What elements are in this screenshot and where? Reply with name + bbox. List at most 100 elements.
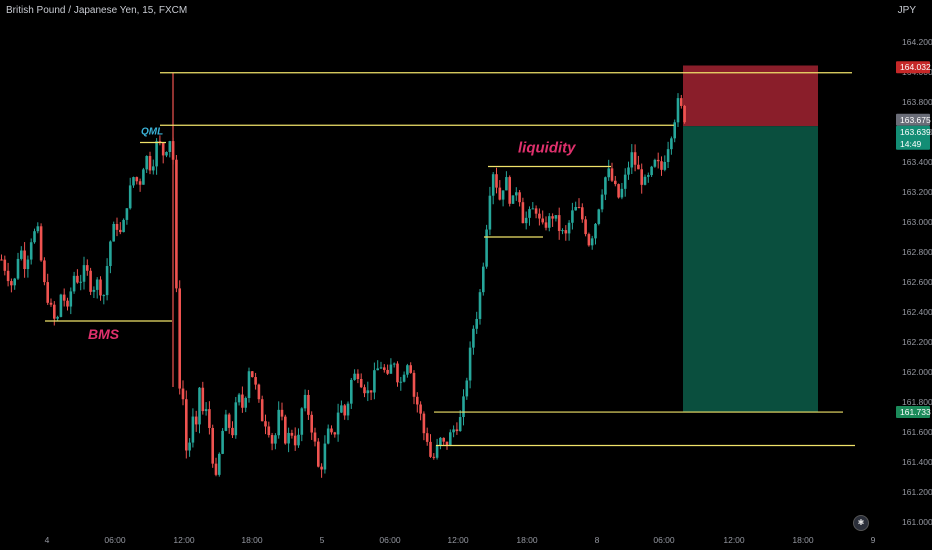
candle-body [468,347,472,381]
candle-body [422,413,426,434]
price-axis-label: 163.200 [902,187,932,197]
candle-body [66,300,69,307]
candle-body [297,434,300,446]
candle-body [501,190,505,200]
candle-body [534,208,538,214]
candle-body [221,430,224,454]
candle-body [366,390,370,394]
candle-body [353,373,356,380]
candle-body [462,396,465,418]
candle-body [340,405,343,413]
candle-body [92,289,96,292]
candle-body [445,441,449,446]
liquidity-label: liquidity [518,140,576,157]
currency-label: JPY [897,5,916,16]
candle-body [178,288,181,389]
take-profit-zone[interactable] [683,126,818,413]
candle-body [105,266,109,296]
candle-body [62,294,66,301]
candle-body [508,177,511,204]
candle-body [277,409,280,436]
candle-body [653,159,657,167]
candle-body [26,259,30,270]
candle-body [472,328,475,348]
candle-body [425,433,429,442]
candle-body [521,202,525,224]
time-axis-label: 5 [320,535,325,545]
candle-body [548,216,551,228]
candle-body [99,279,102,296]
candle-body [204,409,208,412]
target-price-text: 161.733 [900,407,931,417]
candle-body [399,381,403,383]
candle-body [227,414,231,428]
candle-body [587,234,591,246]
price-axis-label: 162.600 [902,277,932,287]
candle-body [102,295,106,297]
candle-body [244,397,247,408]
candle-body [458,417,462,432]
candle-body [647,175,650,177]
candle-body [670,138,673,150]
stop-loss-zone[interactable] [683,65,818,127]
price-axis-label: 161.000 [902,517,932,527]
candle-body [336,412,340,435]
candle-body [274,435,277,444]
candle-body [109,241,112,267]
candle-body [307,394,310,415]
candle-body [290,432,294,436]
candle-body [191,416,195,443]
candle-body [406,365,409,375]
candle-body [0,259,3,261]
candle-body [531,208,535,210]
candle-body [488,195,492,230]
bms-label: BMS [88,326,120,342]
candle-body [293,435,297,446]
candle-body [251,371,254,378]
chart-header: British Pound / Japanese Yen, 15, FXCM J… [0,0,932,22]
candle-body [386,369,389,374]
candle-body [604,177,607,195]
candle-body [574,207,577,211]
price-axis-label: 162.200 [902,337,932,347]
candle-body [270,435,274,444]
candle-body [161,142,165,156]
candle-body [56,316,59,319]
candles-layer [0,72,686,478]
candle-body [544,222,548,228]
candle-body [594,223,597,239]
candle-body [10,281,13,286]
candle-body [214,463,218,475]
candle-body [409,365,412,373]
candle-body [135,177,139,182]
price-axis[interactable]: 164.200164.000163.800163.600163.400163.2… [902,37,932,527]
candle-body [69,291,73,307]
candle-body [538,213,541,219]
candle-body [208,409,211,428]
candle-body [554,215,558,219]
time-axis[interactable]: 4 06:00 12:00 18:00 5 06:00 12:00 18:00 8 06:00 12… [45,535,876,545]
stop-price-text: 164.032 [900,62,931,72]
candle-body [429,441,432,457]
candle-body [524,217,528,224]
candle-body [132,177,135,186]
time-axis-label: 18:00 [792,535,814,545]
candle-body [623,174,627,189]
candle-body [260,399,264,422]
candle-body [59,294,63,317]
candle-body [53,304,56,319]
candle-body [247,371,251,398]
candle-body [72,275,76,292]
candle-body [49,302,53,305]
candle-body [511,195,515,204]
candle-body [610,168,614,181]
candle-body [363,387,366,394]
price-axis-label: 161.400 [902,457,932,467]
last-price-badge [896,113,930,126]
candle-body [449,432,452,446]
tradingview-logo-icon[interactable]: ✱ [853,515,869,531]
price-badges: 164.032 163.675 163.639 14:49 161.733 [896,61,931,419]
symbol-title[interactable]: British Pound / Japanese Yen, 15, FXCM [6,5,188,16]
candle-body [231,427,234,436]
